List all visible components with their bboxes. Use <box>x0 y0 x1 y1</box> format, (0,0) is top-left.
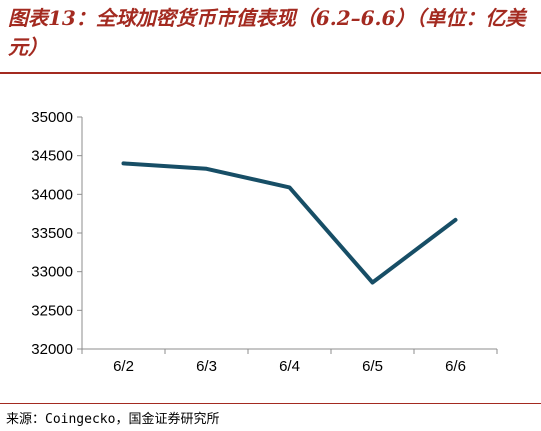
y-tick-label: 32000 <box>31 341 73 358</box>
x-axis-ticks: 6/2 6/3 6/4 6/5 6/6 <box>81 349 498 375</box>
source-note: 来源：Coingecko，国金证券研究所 <box>6 412 220 427</box>
y-tick-label: 34000 <box>31 186 73 203</box>
title-divider <box>0 72 541 74</box>
footer-divider <box>0 403 541 404</box>
x-tick-label: 6/3 <box>196 358 217 375</box>
chart-title: 图表13：全球加密货币市值表现（6.2–6.6）（单位：亿美元） <box>8 6 526 59</box>
y-tick-label: 32500 <box>31 302 73 319</box>
series-lines <box>121 161 458 285</box>
series-line-0 <box>121 161 458 285</box>
y-axis-ticks: 32000 32500 33000 33500 34000 34500 35000 <box>31 109 82 358</box>
x-tick-label: 6/2 <box>113 358 134 375</box>
x-tick-label: 6/6 <box>445 358 466 375</box>
y-tick-label: 33500 <box>31 225 73 242</box>
y-tick-label: 34500 <box>31 148 73 165</box>
x-tick-label: 6/4 <box>279 358 300 375</box>
y-tick-label: 35000 <box>31 109 73 126</box>
x-tick-label: 6/5 <box>362 358 383 375</box>
y-tick-label: 33000 <box>31 264 73 281</box>
